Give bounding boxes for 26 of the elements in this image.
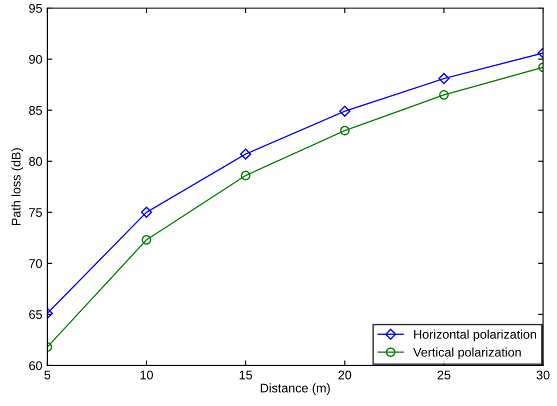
x-tick-label: 10	[140, 370, 153, 380]
y-tick-label: 70	[29, 259, 42, 268]
point	[438, 72, 450, 84]
point	[240, 170, 250, 180]
point	[339, 106, 350, 117]
y-tick-label: 60	[29, 361, 42, 370]
point	[240, 148, 252, 160]
x-axis-title: Distance (m)	[260, 383, 330, 395]
y-tick-label: 65	[29, 310, 42, 320]
y-axis-title: Path loss (dB)	[11, 148, 24, 225]
legend-label: Vertical polarization	[413, 348, 521, 360]
legend-label: Horizontal polarization	[414, 330, 536, 342]
y-tick-label: 90	[29, 54, 42, 64]
x-tick-label: 30	[536, 370, 550, 380]
point	[140, 206, 152, 218]
x-tick-label: 20	[338, 370, 352, 380]
y-tick-label: 95	[29, 4, 42, 13]
x-tick-label: 5	[44, 370, 50, 380]
y-tick-label: 85	[29, 106, 42, 115]
point	[142, 234, 152, 245]
y-tick-label: 75	[29, 208, 42, 217]
x-tick-label: 25	[438, 370, 450, 380]
y-tick-label: 80	[29, 157, 42, 166]
point	[340, 126, 350, 136]
point	[439, 90, 449, 100]
x-tick-label: 15	[240, 370, 252, 380]
